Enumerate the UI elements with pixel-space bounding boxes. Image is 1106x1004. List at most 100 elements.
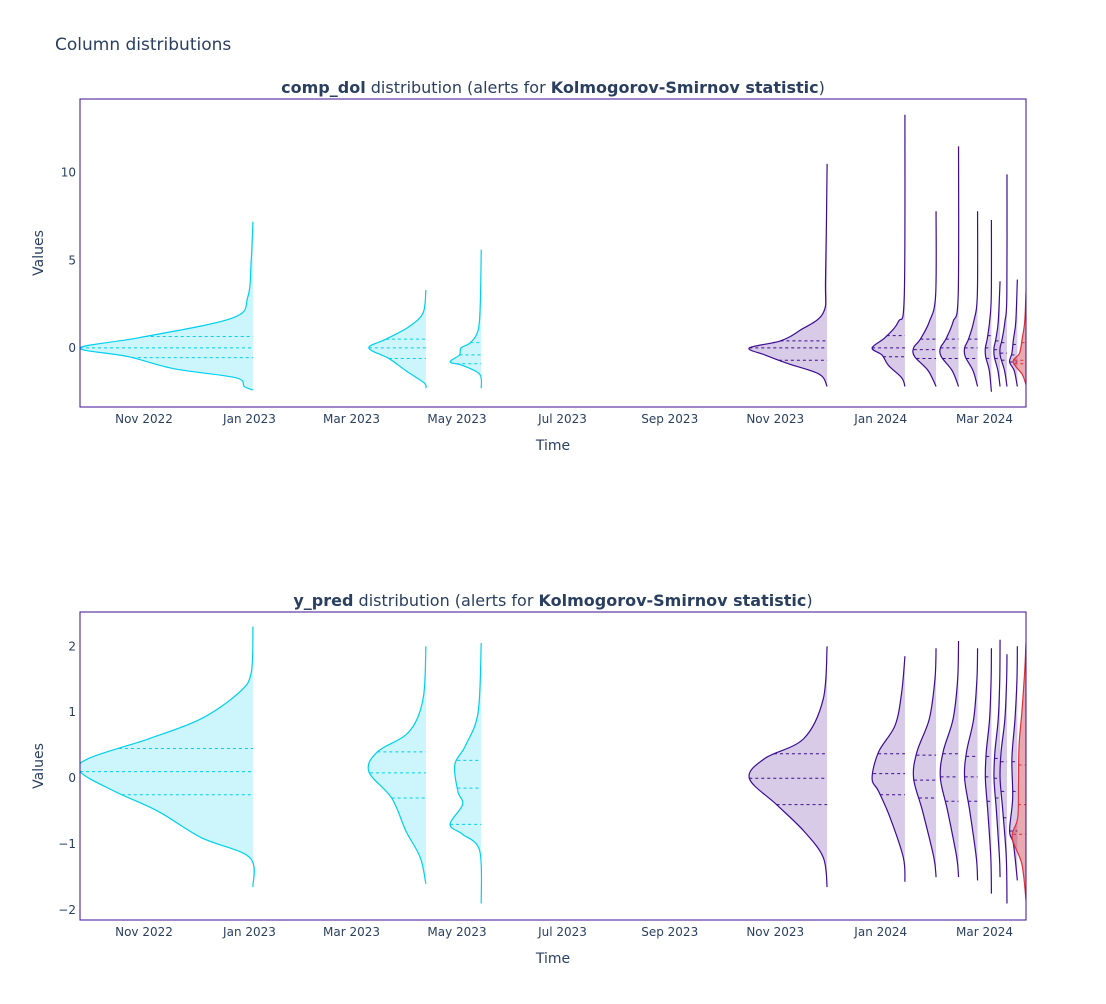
violin	[871, 114, 906, 387]
violin	[1011, 642, 1026, 901]
violin	[367, 646, 427, 884]
subplot-title-part: distribution (alerts for	[353, 591, 538, 610]
violin	[939, 146, 960, 387]
violin-fill	[912, 211, 937, 387]
x-tick-label: Mar 2023	[323, 925, 380, 939]
violin-outline	[368, 290, 427, 389]
violin-outline	[984, 219, 993, 392]
violin-outline	[1011, 642, 1026, 901]
violin-fill	[913, 648, 937, 878]
x-axis-label: Time	[535, 951, 570, 967]
plot-frame	[79, 611, 1027, 921]
x-axis-label: Time	[535, 438, 570, 454]
violin-outline	[963, 648, 979, 881]
subplot-title-part: distribution (alerts for	[366, 78, 551, 97]
violin	[912, 648, 937, 878]
x-tick-label: Nov 2023	[746, 925, 804, 939]
violin-fill	[80, 626, 255, 888]
violin-outline	[993, 639, 1001, 878]
y-tick-label: −1	[58, 837, 76, 851]
violin-fill	[964, 211, 978, 387]
violin	[368, 290, 427, 389]
x-tick-label: Sep 2023	[641, 925, 698, 939]
violin-fill	[450, 249, 482, 389]
plot-area	[80, 114, 1026, 392]
violin-fill	[749, 646, 828, 888]
x-tick-label: Nov 2023	[746, 412, 804, 426]
violin	[1008, 279, 1018, 387]
violin	[999, 174, 1008, 387]
y-tick-label: −2	[58, 903, 76, 917]
x-tick-label: Mar 2024	[956, 925, 1013, 939]
x-tick-label: Mar 2024	[956, 412, 1013, 426]
violin-fill	[985, 648, 992, 894]
x-tick-label: Jan 2023	[222, 925, 276, 939]
y-tick-label: 5	[68, 253, 76, 267]
x-tick-label: Sep 2023	[641, 412, 698, 426]
violin-fill	[1013, 291, 1026, 385]
subplot-2: y_pred distribution (alerts for Kolmogor…	[31, 591, 1027, 967]
violin	[912, 211, 937, 387]
violin-fill	[999, 174, 1008, 387]
subplot-title-part: y_pred	[293, 591, 353, 610]
violin	[748, 646, 828, 888]
violin	[993, 281, 1001, 387]
violin-fill	[748, 163, 828, 387]
subplot-title-part: Kolmogorov-Smirnov statistic	[539, 591, 807, 610]
violin-outline	[912, 648, 937, 878]
violin-fill	[985, 219, 992, 392]
violin-outline	[912, 211, 937, 387]
violin-fill	[940, 641, 959, 878]
x-tick-label: Jan 2024	[853, 412, 907, 426]
subplot-title-part: comp_dol	[281, 78, 366, 97]
violin	[993, 639, 1001, 878]
violin-fill	[80, 221, 253, 390]
violin-fill	[368, 646, 426, 884]
violin-fill	[1009, 279, 1018, 387]
violin-fill	[872, 114, 905, 387]
violin-outline	[939, 146, 960, 387]
y-tick-label: 10	[61, 166, 76, 180]
subplot-title-part: )	[819, 78, 825, 97]
violin	[963, 211, 979, 387]
y-axis-label: Values	[31, 230, 47, 276]
violin-fill	[872, 656, 905, 882]
y-tick-label: 2	[68, 639, 76, 653]
violin-outline	[748, 163, 828, 387]
x-tick-label: Nov 2022	[115, 412, 173, 426]
violin-fill	[964, 648, 978, 881]
violin-outline	[999, 654, 1008, 904]
violin-outline	[367, 646, 427, 884]
violin-fill	[450, 642, 482, 904]
violin-outline	[449, 249, 483, 389]
y-axis-label: Values	[31, 743, 47, 789]
violin	[984, 219, 993, 392]
y-tick-label: 1	[68, 705, 76, 719]
violin	[871, 656, 906, 882]
x-tick-label: Jul 2023	[537, 925, 587, 939]
plot-frame	[79, 98, 1027, 408]
y-tick-label: 0	[68, 771, 76, 785]
subplot-title: y_pred distribution (alerts for Kolmogor…	[293, 591, 812, 610]
x-tick-label: May 2023	[427, 412, 486, 426]
subplot-title-part: )	[806, 591, 812, 610]
violin-outline	[1012, 291, 1026, 385]
x-tick-label: Mar 2023	[323, 412, 380, 426]
violin	[963, 648, 979, 881]
violin	[999, 654, 1008, 904]
violin-outline	[984, 648, 993, 894]
violin	[80, 221, 254, 391]
y-tick-label: 0	[68, 341, 76, 355]
violin	[939, 641, 960, 878]
violin-fill	[368, 290, 427, 389]
subplot-title: comp_dol distribution (alerts for Kolmog…	[281, 78, 825, 97]
page-title: Column distributions	[55, 35, 231, 55]
violin	[1012, 291, 1026, 385]
violin-outline	[993, 281, 1001, 387]
violin-outline	[80, 626, 255, 888]
x-tick-label: May 2023	[427, 925, 486, 939]
subplot-title-part: Kolmogorov-Smirnov statistic	[551, 78, 819, 97]
x-tick-label: Jan 2023	[222, 412, 276, 426]
